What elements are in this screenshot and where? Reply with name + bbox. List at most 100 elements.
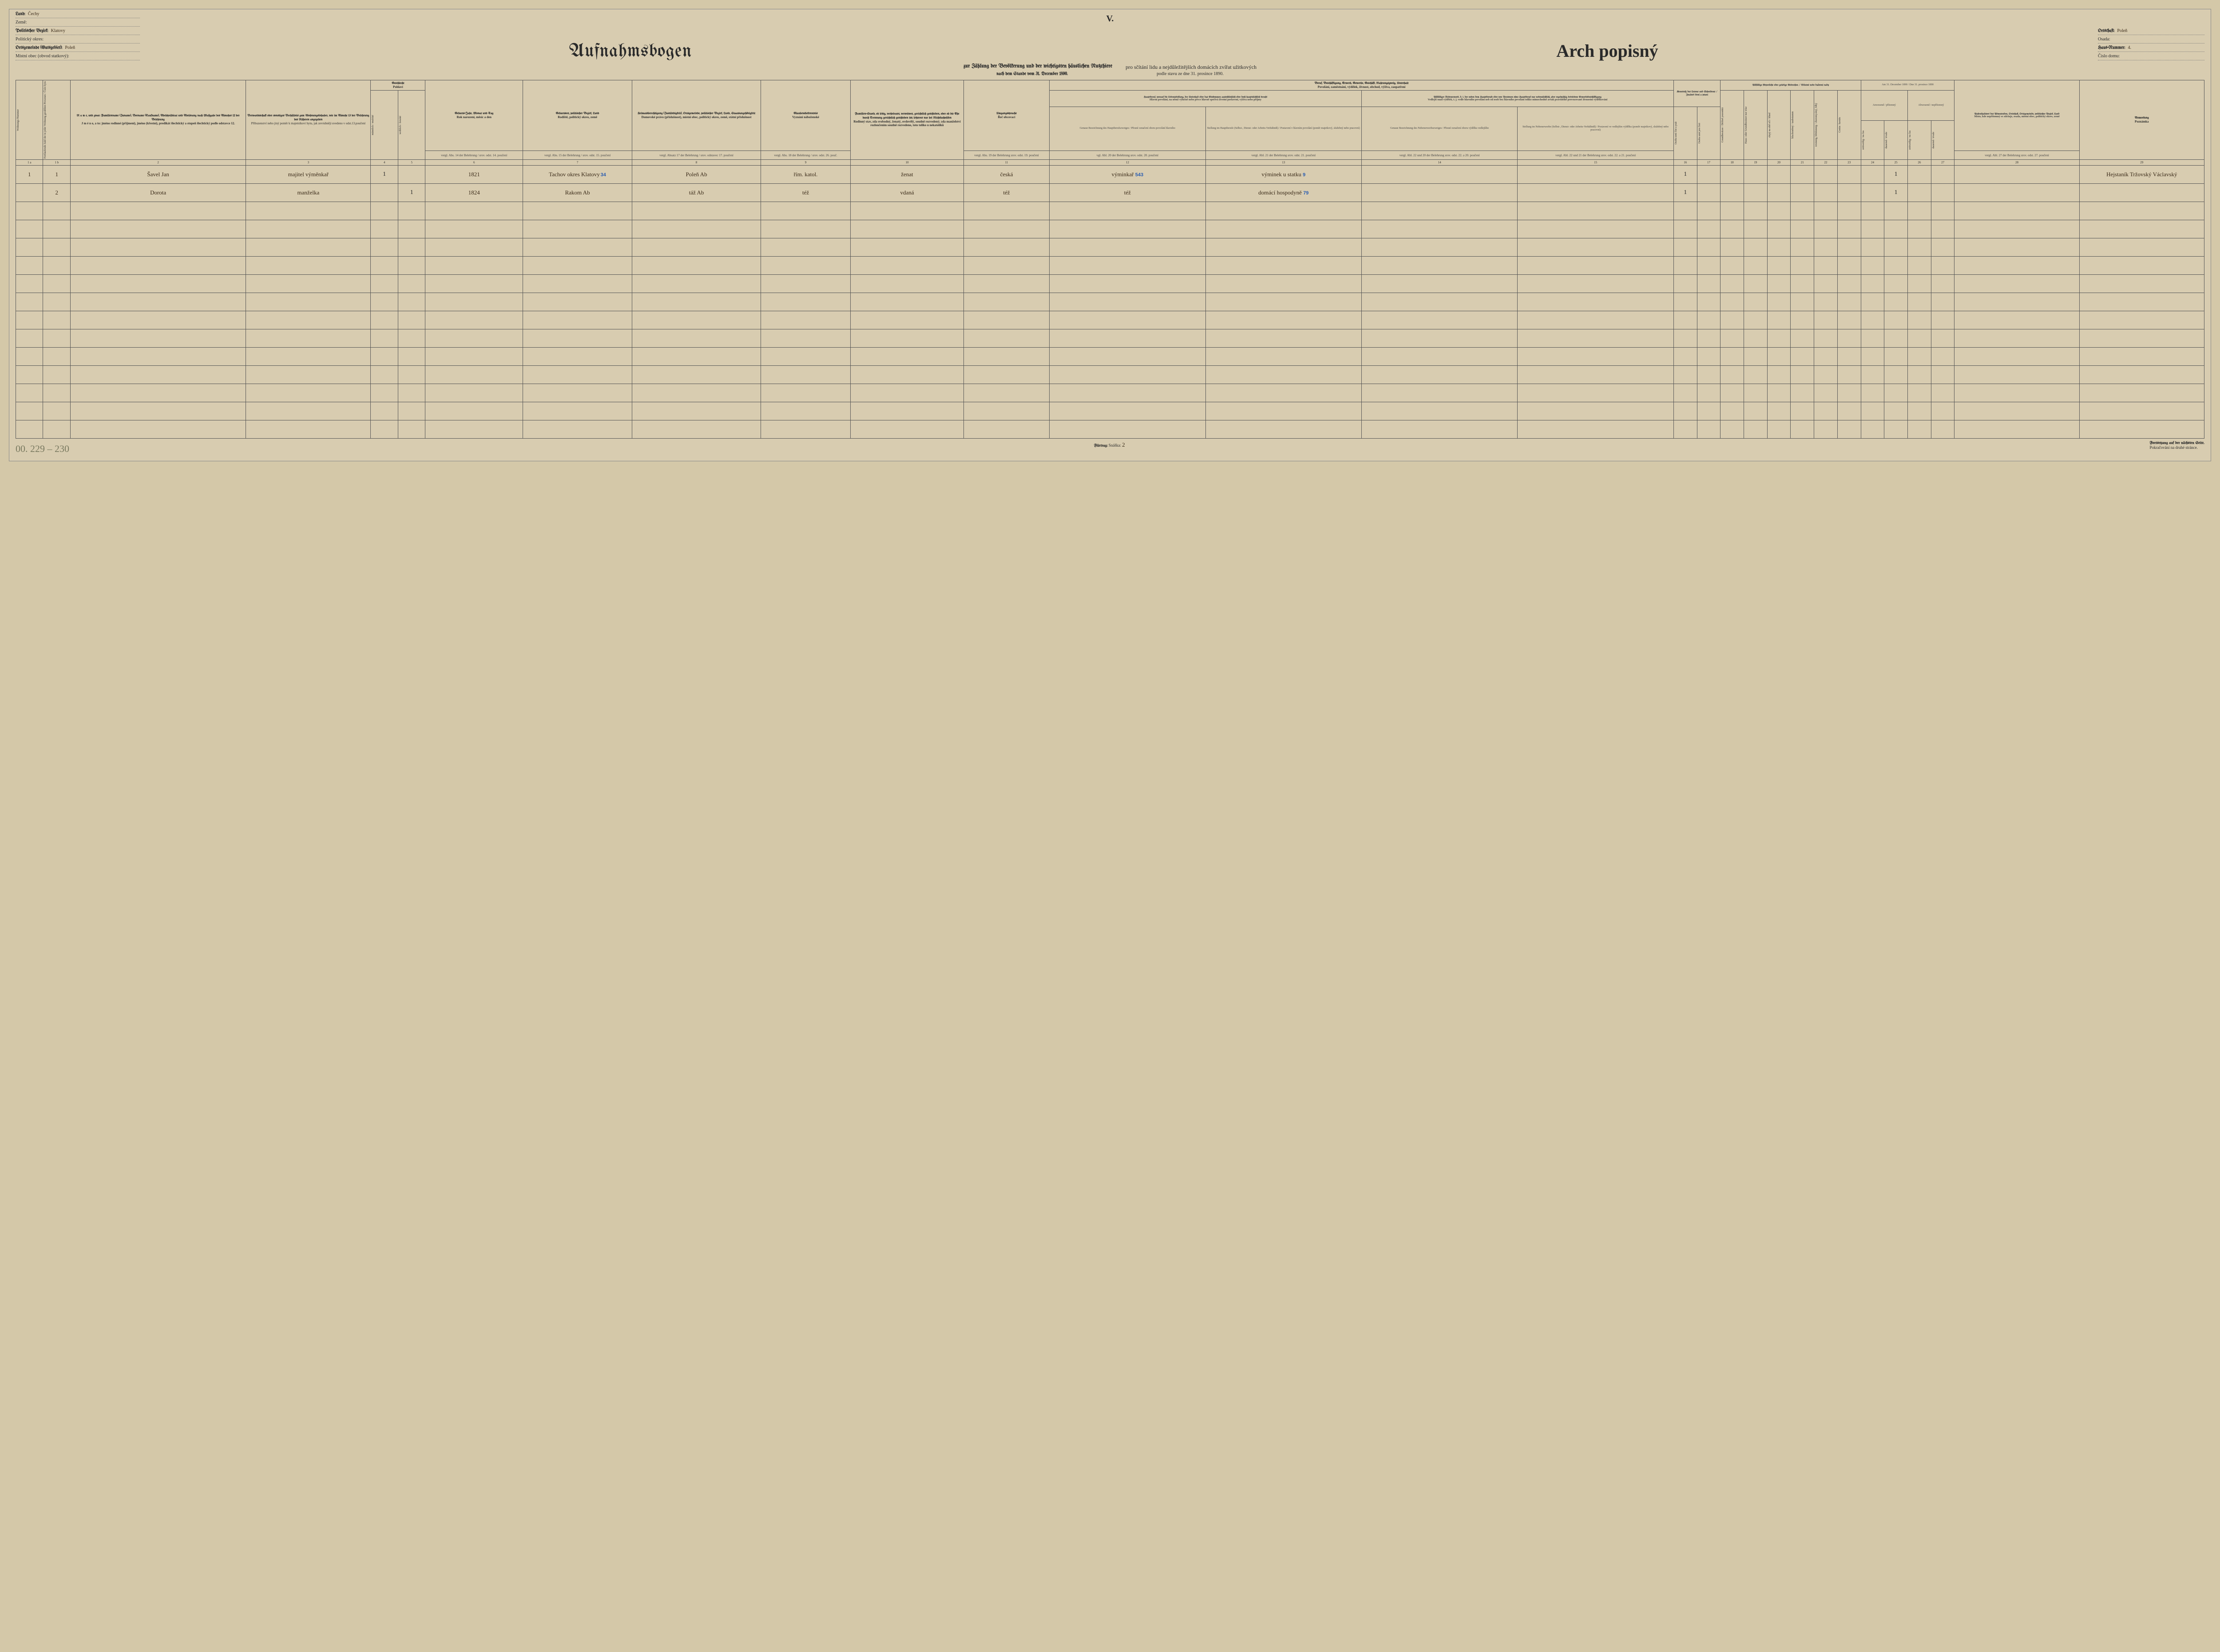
col21-head: hluchoněmý / taubstumm xyxy=(1792,111,1795,139)
cell-empty xyxy=(1884,257,1908,275)
cell-empty xyxy=(425,402,523,420)
cell-empty xyxy=(1767,366,1791,384)
n1b: 1 b xyxy=(43,160,70,166)
cell-d19 xyxy=(1744,184,1768,202)
cell-empty xyxy=(2079,202,2204,220)
cont-cz: Pokračování na druhé stránce. xyxy=(2149,445,2204,450)
gemeinde-label-cz: Místní obec (obvod statkový): xyxy=(16,53,69,60)
cell-empty xyxy=(1518,420,1673,439)
cell-empty xyxy=(1791,220,1814,238)
cell-empty xyxy=(16,293,43,311)
cell-empty xyxy=(398,293,425,311)
cell-empty xyxy=(1908,275,1931,293)
cell-empty xyxy=(523,366,632,384)
cell-empty xyxy=(398,420,425,439)
cell-empty xyxy=(1931,366,1954,384)
cell-empty xyxy=(523,311,632,329)
cell-empty xyxy=(851,348,964,366)
cell-empty xyxy=(1673,402,1697,420)
col27-head: dauernd / trvale xyxy=(1932,132,1935,149)
cell-empty xyxy=(2079,329,2204,348)
cell-empty xyxy=(1837,329,1861,348)
cell-empty xyxy=(1908,311,1931,329)
cell-empty xyxy=(1814,220,1838,238)
cell-empty xyxy=(1791,238,1814,257)
cell-empty xyxy=(43,238,70,257)
cell-empty xyxy=(425,366,523,384)
cell-empty xyxy=(371,420,398,439)
table-row-empty xyxy=(16,293,2204,311)
land-value: Čechy xyxy=(28,11,40,18)
cell-empty xyxy=(632,293,761,311)
cell-empty xyxy=(1884,238,1908,257)
bezirk-label-de: Politischer Bezirk: xyxy=(16,28,48,35)
cell-empty xyxy=(632,348,761,366)
cell-note xyxy=(2079,184,2204,202)
n28: 28 xyxy=(1954,160,2079,166)
cell-empty xyxy=(1050,384,1205,402)
cell-empty xyxy=(963,311,1049,329)
cell-empty xyxy=(1697,293,1720,311)
cell-empty xyxy=(761,348,851,366)
table-row-empty xyxy=(16,384,2204,402)
col23-head: Cretin / kretén xyxy=(1839,117,1842,133)
cell-empty xyxy=(1673,220,1697,238)
cell-occ_side xyxy=(1361,166,1517,184)
title-de: Aufnahmsbogen xyxy=(144,42,1117,61)
cell-empty xyxy=(632,202,761,220)
cell-empty xyxy=(1931,402,1954,420)
cell-pres_temp xyxy=(1861,166,1884,184)
n21: 21 xyxy=(1791,160,1814,166)
n22: 22 xyxy=(1814,160,1838,166)
col13-ref: vergl. Abl. 21 der Belehrung srov. odst.… xyxy=(1205,151,1361,160)
cell-empty xyxy=(371,329,398,348)
cell-empty xyxy=(1050,257,1205,275)
cell-empty xyxy=(632,420,761,439)
cell-empty xyxy=(1050,348,1205,366)
cell-empty xyxy=(16,348,43,366)
cell-empty xyxy=(1908,329,1931,348)
cell-empty xyxy=(523,238,632,257)
cell-empty xyxy=(1205,293,1361,311)
cell-empty xyxy=(398,329,425,348)
cell-d21 xyxy=(1791,166,1814,184)
cell-empty xyxy=(1720,257,1744,275)
cell-empty xyxy=(1814,293,1838,311)
ort-label-de: Ortschaft: xyxy=(2098,28,2114,35)
cell-empty xyxy=(1931,329,1954,348)
cell-empty xyxy=(1837,366,1861,384)
cell-empty xyxy=(70,202,246,220)
cell-empty xyxy=(1931,257,1954,275)
cell-empty xyxy=(1720,202,1744,220)
cell-empty xyxy=(632,384,761,402)
cell-empty xyxy=(1720,238,1744,257)
cell-empty xyxy=(371,238,398,257)
cell-name: Dorota xyxy=(70,184,246,202)
cell-empty xyxy=(963,202,1049,220)
cell-empty xyxy=(1954,420,2079,439)
col18-head: Grundbesitzer / Držitel pozemků xyxy=(1721,107,1724,143)
cell-empty xyxy=(16,366,43,384)
cell-empty xyxy=(425,202,523,220)
date-cz: podle stavu ze dne 31. prosince 1890. xyxy=(1157,71,1224,76)
cell-abs_perm xyxy=(1931,166,1954,184)
n14: 14 xyxy=(1361,160,1517,166)
furtrag-de: Fürtrag: xyxy=(1094,444,1108,448)
col29-cz: Poznámka xyxy=(2081,120,2203,123)
cell-empty xyxy=(371,202,398,220)
cell-empty xyxy=(1697,348,1720,366)
col29-de: Anmerkung xyxy=(2081,116,2203,120)
col14-cz: Vedlejší snad výdělek, t. j. vedle hlavn… xyxy=(1363,99,1673,102)
table-body: 11Šavel Janmajitel výměnkař11821Tachov o… xyxy=(16,166,2204,439)
cell-num_b: 1 xyxy=(43,166,70,184)
cell-empty xyxy=(16,202,43,220)
col6-cz: Rok narození, měsíc a den xyxy=(426,115,522,119)
cell-relation: majitel výměnkař xyxy=(246,166,371,184)
table-row-empty xyxy=(16,366,2204,384)
cell-empty xyxy=(1673,384,1697,402)
table-row-empty xyxy=(16,420,2204,439)
cell-empty xyxy=(1050,275,1205,293)
cell-empty xyxy=(1837,293,1861,311)
cell-empty xyxy=(1518,238,1673,257)
cell-empty xyxy=(398,275,425,293)
